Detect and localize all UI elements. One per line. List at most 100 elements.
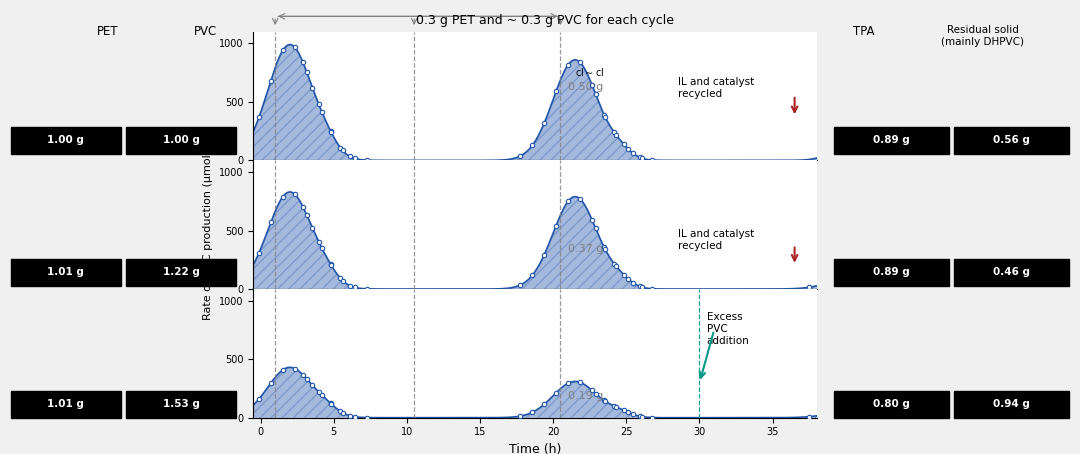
Point [548,222,565,229]
Point [615,407,632,414]
Point [559,380,577,387]
Point [586,225,604,232]
Point [607,262,624,270]
Point [583,82,600,89]
Text: Residual solid
(mainly DHPVC): Residual solid (mainly DHPVC) [942,25,1024,47]
Bar [11,391,121,418]
Point [634,413,651,420]
Point [341,282,359,289]
Point [607,403,624,410]
Point [251,114,268,121]
Point [583,217,600,224]
Point [274,47,292,54]
Text: 0.37 g: 0.37 g [568,244,603,254]
Point [571,379,589,386]
Point [313,108,330,115]
Point [298,212,315,219]
Text: PET: PET [97,25,119,38]
Text: 0.3 g PET and ~ 0.3 g PVC for each cycle: 0.3 g PET and ~ 0.3 g PVC for each cycle [417,14,674,27]
Bar [126,259,237,286]
Bar [126,127,237,154]
Point [313,244,330,252]
Text: cl$\sim$cl: cl$\sim$cl [576,66,605,78]
Point [634,284,651,291]
Point [332,408,349,415]
Point [262,219,280,226]
Point [274,193,292,201]
Point [596,113,613,120]
Point [295,371,312,379]
Point [632,283,649,290]
Point [251,395,268,403]
Point [619,409,636,416]
Point [512,153,529,160]
Bar [955,391,1069,418]
Point [295,203,312,211]
Point [346,413,363,420]
Point [322,261,339,268]
Text: 0.89 g: 0.89 g [873,267,909,277]
Point [512,412,529,419]
Point [586,390,604,397]
Point [624,411,642,418]
Text: TPA: TPA [853,25,875,38]
Point [619,145,636,153]
Text: 1.00 g: 1.00 g [163,135,200,145]
Point [298,69,315,76]
Text: 1.53 g: 1.53 g [163,399,200,409]
Point [274,366,292,374]
Point [341,153,359,160]
Point [332,144,349,151]
Point [323,262,340,269]
Point [298,375,315,383]
Point [332,275,349,282]
Bar [955,127,1069,154]
Bar [834,391,948,418]
Text: PVC: PVC [193,25,217,38]
Point [644,157,661,164]
Bar [834,127,948,154]
Text: IL and catalyst
recycled: IL and catalyst recycled [677,77,754,99]
Point [346,284,363,291]
Point [595,244,612,251]
Text: 0.50 g: 0.50 g [568,82,603,92]
Text: 0.89 g: 0.89 g [873,135,909,145]
Point [607,131,624,138]
Point [586,91,604,98]
Point [295,59,312,66]
Point [323,400,340,407]
Text: 0.19 g: 0.19 g [568,391,603,401]
Point [310,238,327,246]
Point [619,275,636,282]
Point [634,155,651,162]
Point [334,277,351,284]
Point [524,271,541,279]
Point [524,142,541,149]
Point [559,61,577,69]
Point [323,128,340,136]
Point [571,59,589,66]
Point [346,155,363,162]
Point [644,285,661,292]
Text: IL and catalyst
recycled: IL and catalyst recycled [677,229,754,251]
Text: 0.46 g: 0.46 g [994,267,1030,277]
Point [357,285,375,292]
Point [286,365,303,372]
Point [536,251,553,258]
Text: 0.56 g: 0.56 g [994,135,1030,145]
Point [548,88,565,95]
Bar [126,391,237,418]
Bar [11,127,121,154]
Point [310,101,327,108]
Point [536,400,553,408]
Point [632,413,649,420]
Point [322,128,339,135]
Point [596,245,613,252]
Point [286,191,303,198]
Text: Excess
PVC
addition: Excess PVC addition [706,312,750,345]
Point [595,111,612,118]
Point [606,129,623,136]
Point [583,387,600,394]
Point [334,409,351,416]
Point [615,141,632,148]
